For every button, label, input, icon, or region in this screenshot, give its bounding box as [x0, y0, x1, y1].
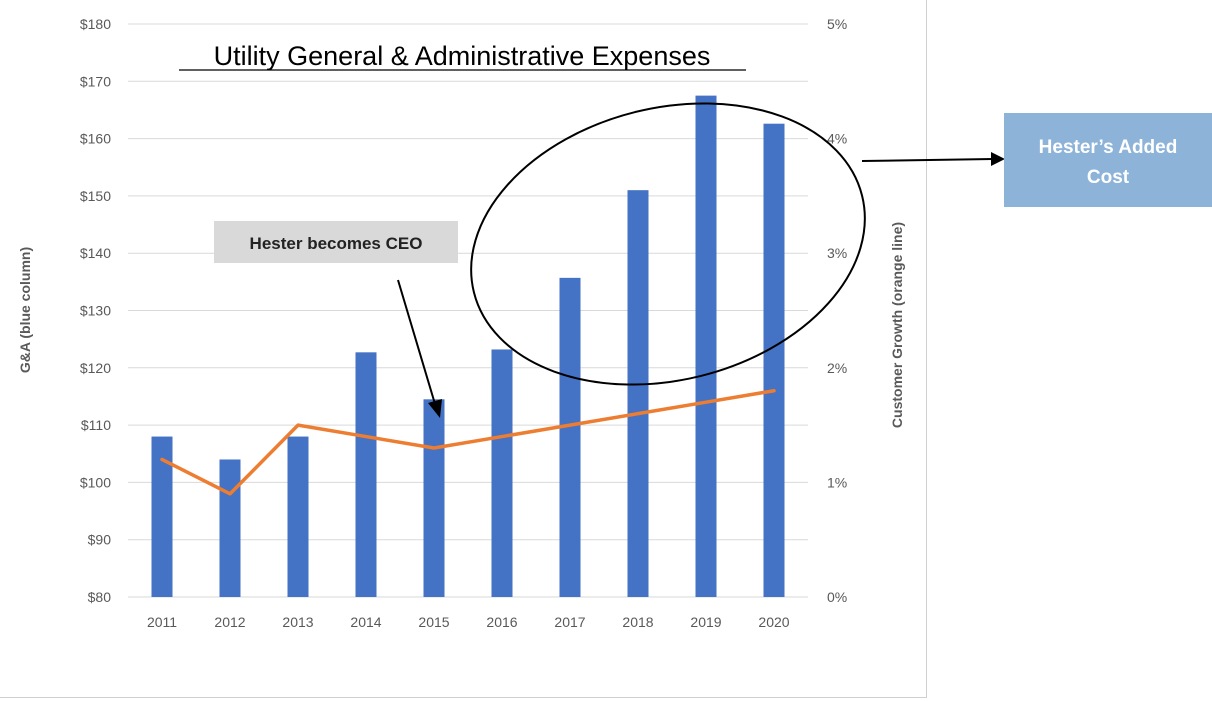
y2-tick-label: 0% [827, 589, 847, 605]
bar-2013 [288, 437, 309, 597]
x-tick-label: 2019 [690, 614, 721, 630]
added-cost-box [1004, 113, 1212, 207]
y-tick-label: $160 [80, 131, 111, 147]
added-cost-text-line-2: Cost [1087, 167, 1130, 188]
y-tick-label: $120 [80, 360, 111, 376]
y2-axis-title: Customer Growth (orange line) [889, 222, 905, 428]
y-tick-label: $140 [80, 245, 111, 261]
bar-2019 [696, 96, 717, 597]
y-tick-label: $170 [80, 73, 111, 89]
axes: $80 $90 $100 $110 $120 $130 $140 $150 $160 $170 $1… [80, 16, 847, 630]
y-tick-label: $110 [81, 417, 111, 433]
x-tick-label: 2016 [486, 614, 517, 630]
bar-2016 [492, 349, 513, 597]
bar-2017 [560, 278, 581, 597]
bar-2014 [356, 352, 377, 597]
y2-tick-label: 5% [827, 16, 847, 32]
x-tick-label: 2017 [554, 614, 585, 630]
y2-tick-label: 1% [827, 474, 847, 490]
y-tick-label: $100 [80, 474, 111, 490]
y-tick-label: $130 [80, 303, 111, 319]
added-cost-arrowhead [991, 152, 1005, 166]
customer-growth-line-layer [162, 391, 774, 494]
ceo-callout-arrow [398, 280, 435, 404]
x-tick-label: 2020 [758, 614, 789, 630]
x-tick-label: 2013 [282, 614, 313, 630]
y-tick-label: $80 [88, 589, 112, 605]
bar-2018 [628, 190, 649, 597]
bar-2020 [764, 124, 785, 597]
added-cost-text-line-1: Hester’s Added [1039, 137, 1178, 158]
y-tick-label: $150 [80, 188, 111, 204]
bar-2012 [220, 459, 241, 597]
y-tick-label: $180 [80, 16, 111, 32]
x-tick-label: 2014 [350, 614, 381, 630]
y2-tick-label: 2% [827, 360, 847, 376]
customer-growth-line [162, 391, 774, 494]
chart-title: Utility General & Administrative Expense… [214, 41, 711, 71]
y-axis-title: G&A (blue column) [17, 247, 33, 373]
x-tick-label: 2012 [214, 614, 245, 630]
x-tick-label: 2018 [622, 614, 653, 630]
bars [152, 96, 785, 597]
x-tick-label: 2015 [418, 614, 449, 630]
x-tick-label: 2011 [147, 614, 177, 630]
y-tick-label: $90 [88, 532, 112, 548]
added-cost-arrow [862, 159, 993, 161]
bar-2015 [424, 399, 445, 597]
y2-tick-label: 3% [827, 245, 847, 261]
ceo-callout-text: Hester becomes CEO [250, 234, 423, 253]
